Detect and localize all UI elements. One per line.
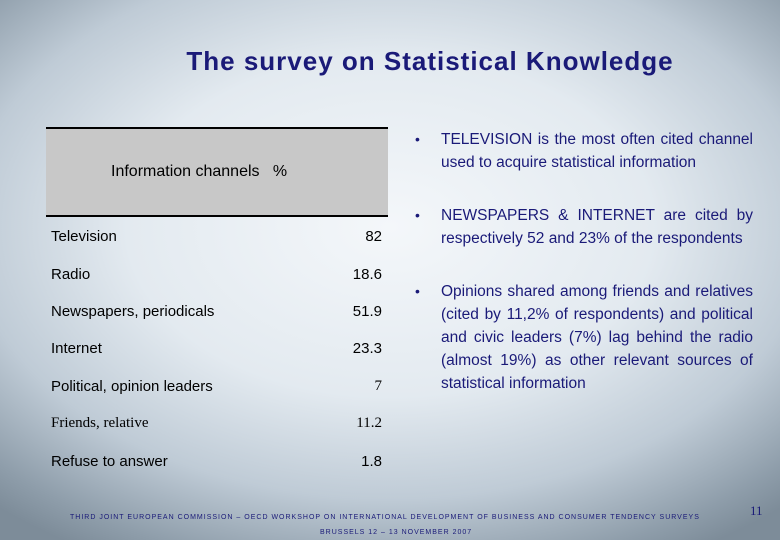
row-label-newspapers: Newspapers, periodicals bbox=[51, 303, 215, 320]
row-value-radio: 18.6 bbox=[352, 266, 382, 283]
row-label-refuse: Refuse to answer bbox=[51, 453, 168, 470]
row-value-internet: 23.3 bbox=[352, 340, 382, 357]
slide-title: The survey on Statistical Knowledge bbox=[186, 46, 674, 76]
bullet-item: • NEWSPAPERS & INTERNET are cited by res… bbox=[415, 204, 753, 250]
bullet-dot-icon: • bbox=[415, 283, 420, 299]
bullet-dot-icon: • bbox=[415, 207, 420, 223]
row-value-friends: 11.2 bbox=[356, 415, 382, 431]
bullet-item: • Opinions shared among friends and rela… bbox=[415, 280, 753, 395]
row-label-television: Television bbox=[51, 228, 117, 245]
row-value-political-leaders: 7 bbox=[374, 378, 383, 394]
row-value-refuse: 1.8 bbox=[361, 453, 382, 470]
row-label-political-leaders: Political, opinion leaders bbox=[51, 378, 213, 395]
footer-location-date: BRUSSELS 12 – 13 NOVEMBER 2007 bbox=[320, 529, 473, 536]
bullet-item: • TELEVISION is the most often cited cha… bbox=[415, 128, 753, 174]
row-value-television: 82 bbox=[365, 228, 382, 245]
footer-workshop: THIRD JOINT EUROPEAN COMMISSION – OECD W… bbox=[70, 514, 700, 521]
table-header: Information channels % bbox=[46, 127, 388, 217]
row-label-radio: Radio bbox=[51, 266, 91, 283]
row-label-friends: Friends, relative bbox=[51, 415, 149, 431]
bullet-text: NEWSPAPERS & INTERNET are cited by respe… bbox=[441, 207, 753, 247]
bullet-text: Opinions shared among friends and relati… bbox=[441, 283, 753, 392]
table-header-label: Information channels % bbox=[111, 163, 288, 180]
bullet-list: • TELEVISION is the most often cited cha… bbox=[415, 128, 753, 425]
bullet-dot-icon: • bbox=[415, 131, 420, 147]
page-number: 11 bbox=[750, 503, 763, 518]
bullet-text: TELEVISION is the most often cited chann… bbox=[441, 131, 753, 171]
row-value-newspapers: 51.9 bbox=[352, 303, 382, 320]
row-label-internet: Internet bbox=[51, 340, 102, 357]
